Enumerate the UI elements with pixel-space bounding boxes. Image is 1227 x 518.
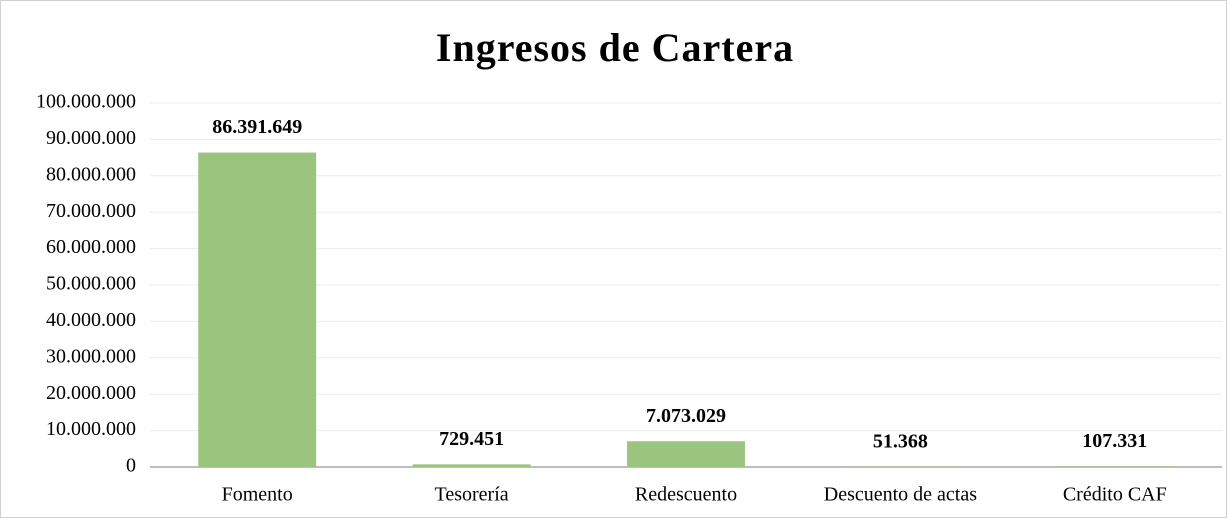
y-tick-label: 60.000.000	[46, 236, 136, 258]
y-tick-label: 90.000.000	[46, 127, 136, 149]
y-tick-label: 40.000.000	[46, 309, 136, 331]
bar	[198, 152, 317, 467]
data-label: 107.331	[1082, 430, 1147, 452]
chart-title: Ingresos de Cartera	[436, 25, 794, 70]
y-tick-label: 10.000.000	[46, 418, 136, 440]
x-tick-label: Fomento	[222, 484, 293, 506]
y-tick-label: 30.000.000	[46, 345, 136, 367]
data-label: 7.073.029	[646, 405, 726, 427]
data-label: 729.451	[439, 428, 504, 450]
x-tick-label: Descuento de actas	[824, 484, 977, 506]
y-tick-label: 80.000.000	[46, 163, 136, 185]
data-label: 86.391.649	[212, 116, 302, 138]
x-tick-label: Redescuento	[635, 484, 737, 506]
y-tick-label: 70.000.000	[46, 200, 136, 222]
y-tick-label: 0	[126, 455, 136, 477]
y-tick-label: 100.000.000	[36, 91, 136, 113]
bar	[627, 441, 745, 467]
x-tick-label: Crédito CAF	[1063, 484, 1167, 506]
x-tick-label: Tesorería	[435, 484, 509, 506]
y-tick-label: 50.000.000	[46, 273, 136, 295]
bar	[412, 464, 531, 467]
y-tick-label: 20.000.000	[46, 382, 136, 404]
data-label: 51.368	[873, 430, 928, 452]
